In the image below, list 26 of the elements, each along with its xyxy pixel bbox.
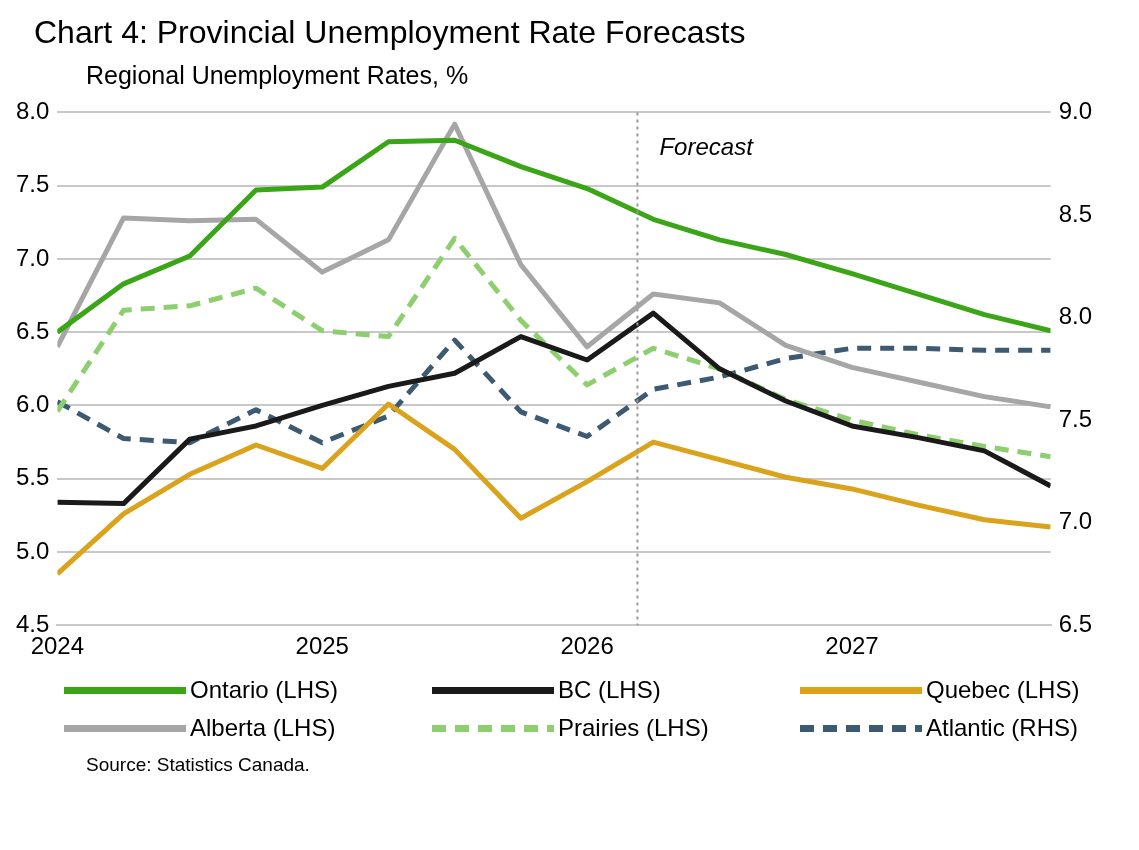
source-note: Source: Statistics Canada. [86, 754, 311, 776]
chart-subtitle: Regional Unemployment Rates, % [86, 61, 470, 90]
ref-line-label: Forecast [659, 133, 755, 161]
y2-tick-label: 9.0 [1058, 97, 1093, 125]
y-tick-label: 5.0 [15, 536, 50, 564]
y2-tick-label: 6.5 [1058, 609, 1093, 637]
x-tick-label: 2027 [825, 632, 879, 660]
legend-label: Alberta (LHS) [190, 714, 336, 742]
chart-title: Chart 4: Provincial Unemployment Rate Forecasts [34, 14, 747, 51]
y2-tick-label: 8.5 [1058, 199, 1093, 227]
legend-label: Ontario (LHS) [190, 676, 339, 704]
y-tick-label: 7.5 [15, 170, 50, 198]
y2-tick-label: 7.0 [1058, 507, 1093, 535]
y-tick-label: 8.0 [15, 97, 50, 125]
legend-label: Prairies (LHS) [558, 714, 709, 742]
legend-label: Quebec (LHS) [926, 676, 1080, 704]
y-tick-label: 7.0 [15, 243, 50, 271]
y2-tick-label: 8.0 [1058, 302, 1093, 330]
legend-label: Atlantic (RHS) [926, 714, 1079, 742]
legend-label: BC (LHS) [558, 676, 661, 704]
y-tick-label: 6.0 [15, 390, 50, 418]
x-tick-label: 2026 [560, 632, 614, 660]
x-tick-label: 2025 [295, 632, 349, 660]
y2-tick-label: 7.5 [1058, 404, 1093, 432]
y-tick-label: 5.5 [15, 463, 50, 491]
y-tick-label: 6.5 [15, 316, 50, 344]
